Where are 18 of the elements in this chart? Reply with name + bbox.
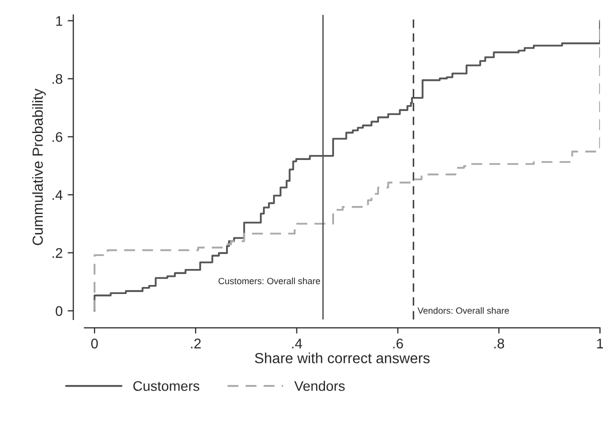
x-tick-label: .8 (494, 338, 504, 348)
x-tick-label: .4 (292, 338, 302, 348)
ref-line-label: Customers: Overall share (218, 278, 320, 284)
legend-label: Customers (133, 381, 200, 391)
x-tick-label: .2 (191, 338, 201, 348)
y-tick-label: .8 (52, 74, 62, 84)
ref-line-label: Vendors: Overall share (418, 307, 509, 314)
x-axis-title: Share with correct answers (254, 352, 430, 364)
x-tick-label: 0 (91, 338, 98, 348)
y-tick-label: 0 (56, 306, 62, 316)
y-tick-label: .2 (52, 248, 62, 258)
y-tick-label: 1 (56, 16, 62, 26)
x-tick-label: .6 (393, 338, 403, 348)
y-tick-label: .4 (52, 190, 62, 200)
y-axis-title: Cummulative Probability (32, 88, 46, 246)
y-tick-label: .6 (52, 132, 62, 142)
x-tick-label: 1 (597, 338, 603, 348)
legend-label: Vendors (294, 380, 345, 391)
